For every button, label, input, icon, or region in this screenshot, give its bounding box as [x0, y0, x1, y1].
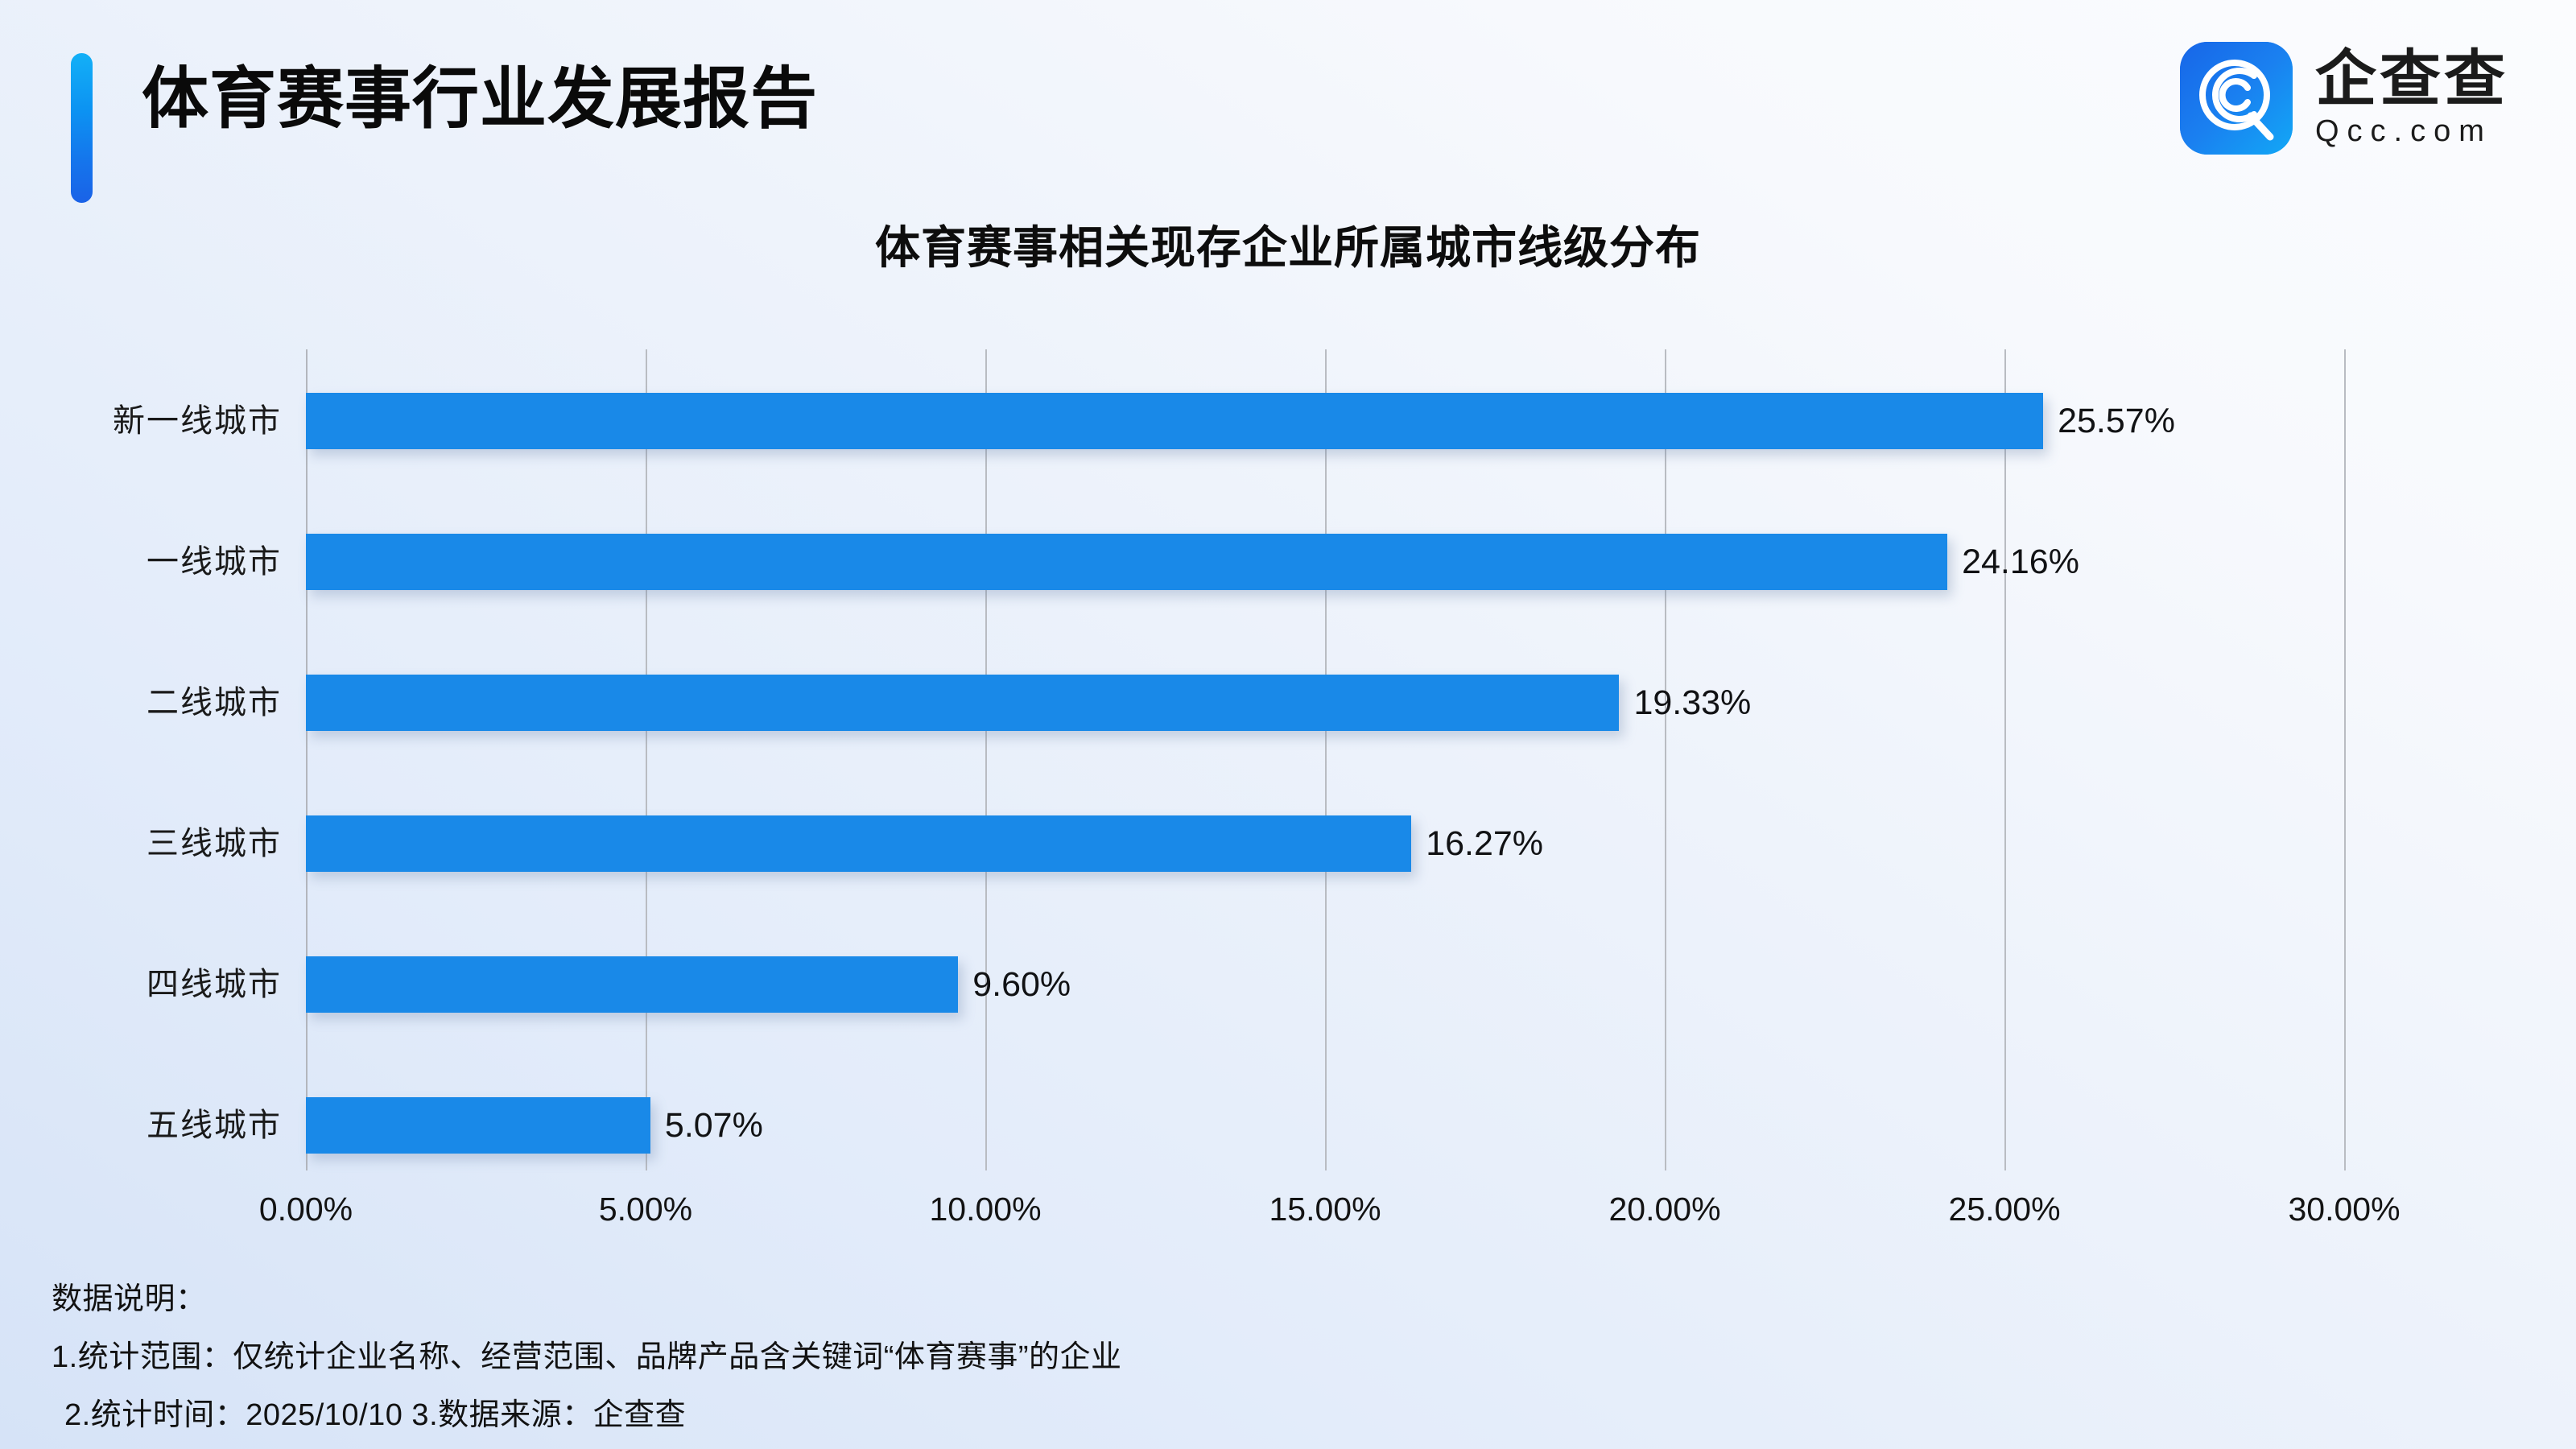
- gridline: [985, 349, 987, 1170]
- category-label: 三线城市: [147, 826, 282, 861]
- bar-value-label: 25.57%: [2058, 402, 2175, 440]
- chart-bar-row: 新一线城市 25.57%: [113, 393, 2175, 449]
- data-notes: 数据说明： 1.统计范围：仅统计企业名称、经营范围、品牌产品含关键词“体育赛事”…: [52, 1270, 1984, 1444]
- title-accent-bar: [71, 53, 93, 203]
- brand-name-en: Qcc.com: [2315, 114, 2492, 148]
- bar-value-label: 16.27%: [1426, 824, 1544, 863]
- x-tick-label: 10.00%: [929, 1191, 1042, 1228]
- x-tick-label: 20.00%: [1608, 1191, 1721, 1228]
- gridline: [2344, 349, 2346, 1170]
- bar-value-label: 9.60%: [972, 965, 1071, 1004]
- qcc-logo-icon: [2180, 42, 2293, 155]
- category-label: 四线城市: [147, 967, 282, 1002]
- gridline: [2004, 349, 2006, 1170]
- category-label: 新一线城市: [113, 403, 282, 439]
- bar-value-label: 19.33%: [1633, 683, 1752, 722]
- gridline: [1325, 349, 1327, 1170]
- chart-bar-row: 二线城市 19.33%: [147, 675, 1751, 731]
- bar[interactable]: [306, 1097, 650, 1154]
- x-tick-label: 25.00%: [1948, 1191, 2061, 1228]
- bar[interactable]: [306, 675, 1620, 731]
- chart-bar-row: 四线城市 9.60%: [147, 956, 1071, 1013]
- category-label: 二线城市: [147, 685, 282, 720]
- chart-bar-row: 三线城市 16.27%: [147, 815, 1543, 872]
- bar[interactable]: [306, 534, 1948, 590]
- brand-name-cn: 企查查: [2315, 45, 2508, 114]
- notes-line-2: 2.统计时间：2025/10/10 3.数据来源：企查查: [64, 1398, 687, 1432]
- bar[interactable]: [306, 956, 959, 1013]
- brand-wordmark: 企查查 Qcc.com: [2315, 42, 2508, 155]
- gridline: [1665, 349, 1666, 1170]
- gridline: [646, 349, 647, 1170]
- chart-title: 体育赛事相关现存企业所属城市线级分布: [875, 222, 1701, 273]
- x-tick-label: 0.00%: [258, 1191, 353, 1228]
- notes-heading: 数据说明：: [52, 1282, 207, 1316]
- bar-value-label: 5.07%: [664, 1106, 763, 1145]
- gridline: [306, 349, 308, 1170]
- x-tick-label: 5.00%: [598, 1191, 693, 1228]
- chart-bar-row: 一线城市 24.16%: [147, 534, 2079, 590]
- bar[interactable]: [306, 815, 1412, 872]
- x-tick-label: 15.00%: [1269, 1191, 1381, 1228]
- category-label: 五线城市: [147, 1108, 282, 1143]
- bar-value-label: 24.16%: [1962, 543, 2079, 581]
- page-title: 体育赛事行业发展报告: [142, 61, 818, 136]
- notes-line-1: 1.统计范围：仅统计企业名称、经营范围、品牌产品含关键词“体育赛事”的企业: [52, 1340, 1122, 1374]
- chart-bar-row: 五线城市 5.07%: [147, 1097, 763, 1154]
- brand-logo[interactable]: 企查查 Qcc.com: [2180, 42, 2508, 155]
- bar[interactable]: [306, 393, 2044, 449]
- category-label: 一线城市: [147, 544, 282, 580]
- chart-plot-area: 新一线城市 25.57% 一线城市 24.16% 二线城市 19.33% 三线城市 16.27…: [113, 349, 2401, 1228]
- report-header: 体育赛事行业发展报告 企查查 Qcc.com: [0, 0, 2576, 203]
- x-tick-label: 30.00%: [2288, 1191, 2401, 1228]
